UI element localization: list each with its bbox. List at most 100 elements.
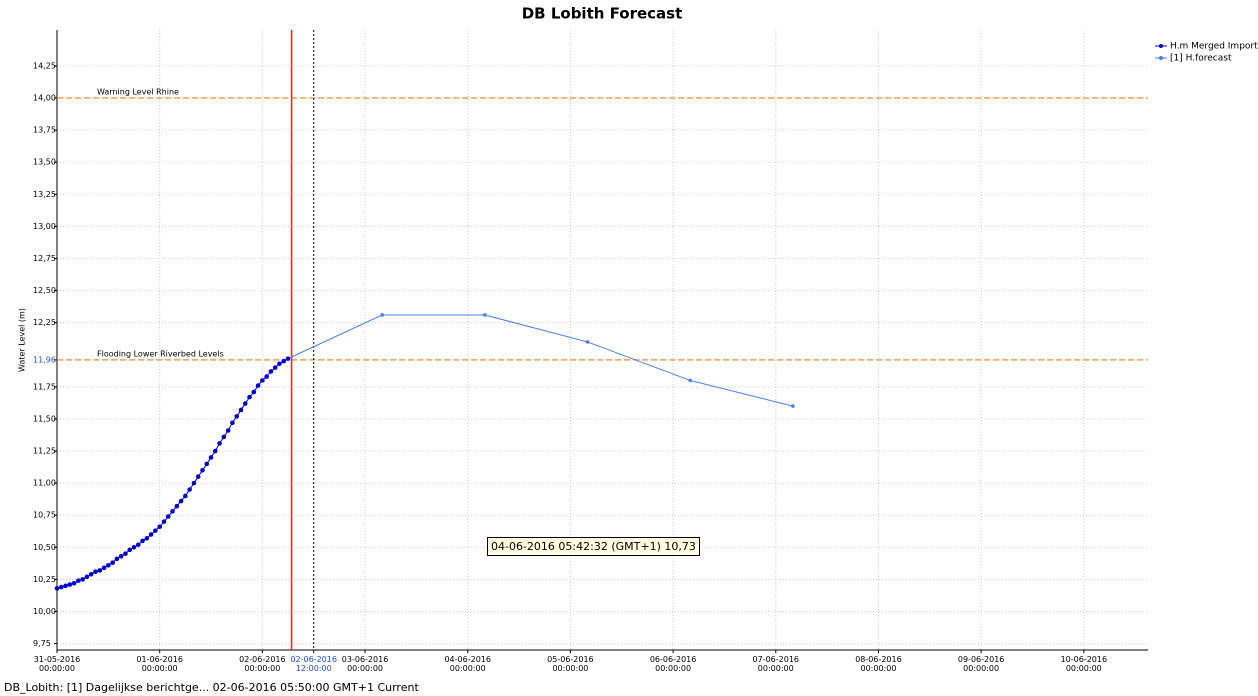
data-point: [213, 448, 218, 454]
data-point: [272, 365, 278, 370]
data-point: [174, 503, 180, 509]
x-tick-label: 03-06-2016 00:00:00: [341, 655, 389, 673]
data-point: [191, 480, 197, 486]
data-point: [221, 434, 227, 440]
y-tick-label: 14,25: [33, 61, 56, 70]
legend-marker: [1159, 44, 1163, 48]
data-point: [80, 577, 85, 582]
data-point: [483, 313, 487, 317]
data-point: [281, 358, 287, 364]
data-point: [93, 569, 98, 574]
y-tick-label: 13,50: [33, 158, 56, 167]
y-tick-label: 11,96: [33, 355, 56, 364]
x-tick-label: 08-06-2016 00:00:00: [855, 655, 902, 673]
reference-label: Warning Level Rhine: [97, 88, 179, 97]
data-point: [200, 467, 205, 473]
data-point: [106, 562, 111, 568]
x-tick-label: 31-05-2016 00:00:00: [33, 655, 81, 673]
data-point: [195, 474, 201, 480]
x-tick-label: 07-06-2016 00:00:00: [752, 655, 800, 673]
x-tick-label: 10-06-2016 00:00:00: [1060, 655, 1108, 673]
data-point: [264, 374, 269, 379]
data-point: [238, 407, 244, 413]
x-tick-label: 09-06-2016 00:00:00: [957, 655, 1005, 673]
data-point: [97, 568, 103, 573]
data-point: [114, 556, 120, 562]
legend-label: [1] H.forecast: [1170, 54, 1232, 64]
data-point: [101, 565, 107, 571]
y-tick-label: 13,25: [33, 190, 56, 199]
data-point: [234, 414, 239, 419]
x-tick-label: 05-06-2016 00:00:00: [547, 655, 594, 673]
data-point: [217, 441, 222, 446]
data-point: [118, 553, 124, 559]
x-tick-label: 06-06-2016 00:00:00: [649, 655, 697, 673]
data-point: [255, 383, 261, 388]
tooltip: 04-06-2016 05:42:32 (GMT+1) 10,73: [487, 537, 700, 556]
data-point: [165, 514, 171, 519]
y-tick-label: 10,50: [33, 543, 56, 552]
data-point: [170, 509, 175, 514]
series-line: [287, 314, 794, 407]
data-point: [153, 528, 158, 533]
data-point: [204, 461, 210, 467]
y-tick-label: 10,00: [33, 607, 56, 616]
x-tick-label: 02-06-2016 12:00:00: [290, 655, 337, 673]
data-point: [161, 519, 167, 524]
y-tick-label: 12,75: [33, 254, 56, 263]
data-point: [123, 551, 128, 557]
data-point: [251, 389, 257, 395]
y-tick-label: 11,75: [33, 382, 56, 391]
data-point: [58, 584, 64, 590]
data-point: [148, 532, 154, 537]
data-point: [67, 582, 73, 587]
y-tick-label: 11,00: [33, 479, 56, 488]
data-point: [54, 586, 60, 591]
status-bar: DB_Lobith: [1] Dagelijkse berichtge... 0…: [4, 681, 419, 694]
data-point: [140, 538, 145, 544]
data-point: [260, 378, 265, 383]
legend-label: H.m Merged Import: [1170, 42, 1258, 52]
y-tick-label: 10,25: [33, 575, 56, 584]
data-point: [242, 401, 248, 406]
y-tick-label: 11,50: [33, 414, 56, 423]
data-point: [187, 487, 192, 492]
data-point: [688, 378, 693, 383]
y-tick-label: 12,25: [33, 318, 56, 327]
data-point: [791, 404, 795, 408]
data-point: [131, 545, 137, 550]
data-point: [268, 369, 274, 374]
data-point: [183, 493, 188, 499]
y-tick-label: 10,75: [33, 511, 56, 520]
data-point: [277, 361, 282, 367]
data-point: [110, 560, 115, 566]
x-tick-label: 02-06-2016 00:00:00: [239, 655, 286, 673]
data-point: [71, 580, 77, 586]
x-tick-label: 01-06-2016 00:00:00: [136, 655, 183, 673]
data-point: [380, 313, 384, 317]
data-point: [84, 574, 90, 580]
y-tick-label: 12,50: [33, 286, 56, 295]
data-point: [135, 542, 141, 548]
data-point: [63, 583, 68, 589]
y-tick-label: 13,00: [33, 222, 56, 231]
data-point: [178, 498, 184, 504]
data-point: [208, 455, 214, 460]
y-tick-label: 13,75: [33, 126, 56, 135]
reference-label: Flooding Lower Riverbed Levels: [97, 349, 224, 358]
data-point: [76, 578, 81, 583]
y-tick-label: 14,00: [33, 94, 56, 103]
data-point: [225, 428, 231, 433]
data-point: [88, 571, 94, 577]
data-point: [247, 394, 252, 400]
plot-area: [57, 30, 1148, 650]
data-point: [144, 536, 150, 541]
data-point: [285, 356, 291, 361]
data-point: [157, 524, 162, 530]
chart: DB Lobith Forecast Water Level (m) 9,75 1…: [18, 5, 1258, 653]
data-point: [127, 547, 133, 553]
data-point: [230, 420, 235, 426]
y-axis-label: Water Level (m): [18, 308, 27, 372]
y-tick-label: 11,25: [33, 447, 56, 456]
